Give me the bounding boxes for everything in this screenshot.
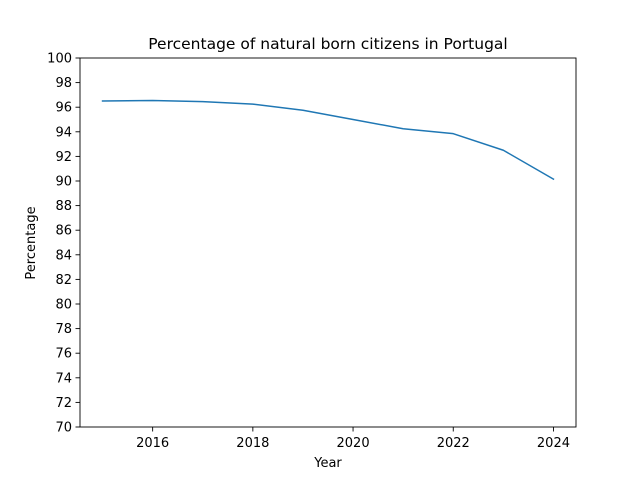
x-tick-label: 2024 — [537, 436, 570, 451]
y-tick-label: 98 — [55, 76, 72, 91]
y-tick-label: 90 — [55, 175, 72, 190]
y-tick-label: 96 — [55, 101, 72, 116]
y-tick-label: 72 — [55, 396, 72, 411]
y-tick-label: 88 — [55, 199, 72, 214]
x-tick-label: 2020 — [337, 436, 370, 451]
plot-area: 2016 2018 2020 2022 2024 70 72 74 76 78 80 82 84 86 88… — [47, 52, 577, 451]
y-tick-label: 92 — [55, 150, 72, 165]
x-tick-label: 2022 — [437, 436, 470, 451]
chart-title: Percentage of natural born citizens in P… — [148, 35, 507, 53]
y-tick-label: 94 — [55, 125, 72, 140]
y-tick-label: 100 — [47, 52, 72, 67]
x-tick-label: 2018 — [236, 436, 269, 451]
x-axis-title: Year — [313, 456, 342, 471]
y-tick-label: 76 — [55, 347, 72, 362]
y-tick-label: 70 — [55, 421, 72, 436]
y-tick-label: 86 — [55, 224, 72, 239]
y-tick-label: 80 — [55, 298, 72, 313]
series-line-0 — [101, 99, 555, 181]
y-axis-title: Percentage — [24, 206, 39, 279]
plot-frame — [79, 57, 577, 428]
y-tick-label: 82 — [55, 273, 72, 288]
y-tick-label: 74 — [55, 371, 72, 386]
y-tick-label: 78 — [55, 322, 72, 337]
y-tick-label: 84 — [55, 248, 72, 263]
x-tick-label: 2016 — [136, 436, 169, 451]
